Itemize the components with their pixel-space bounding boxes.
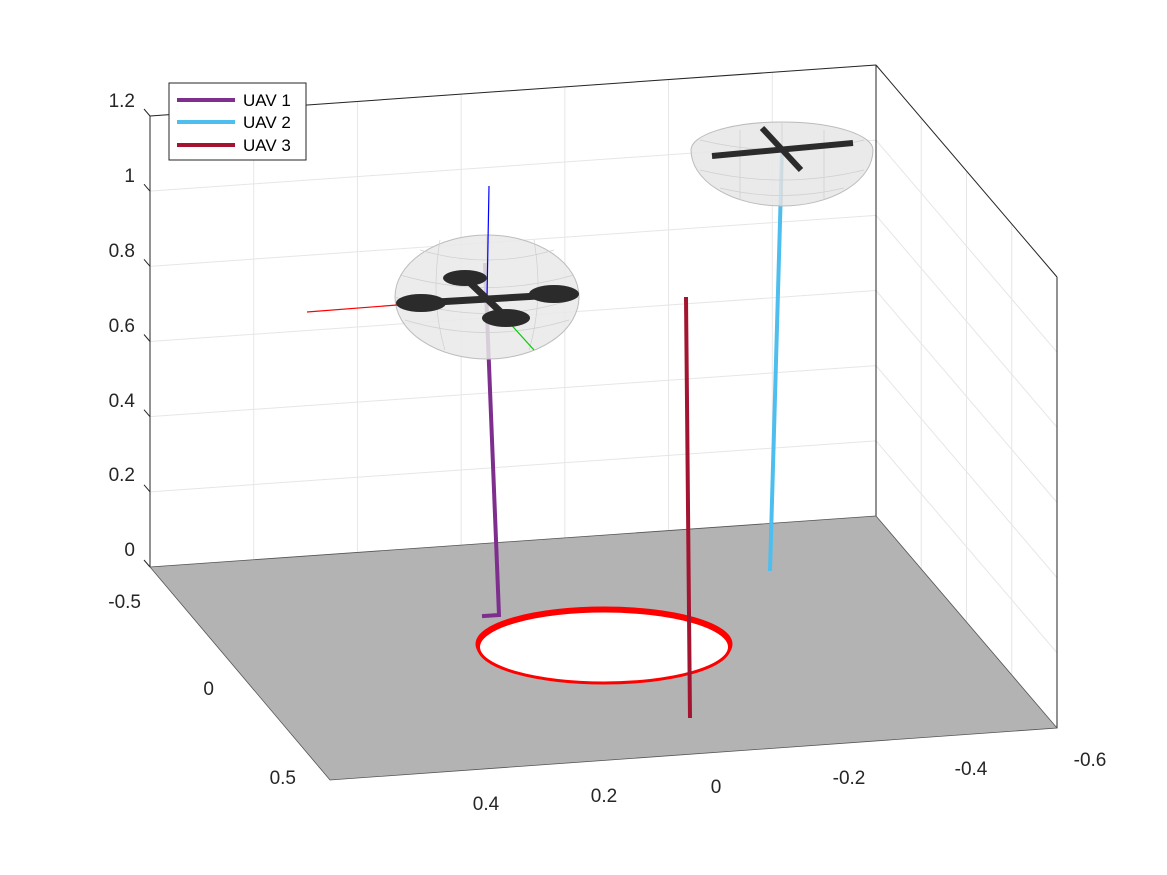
z-tick-mark [143, 259, 151, 267]
x-tick-label: -0.2 [833, 768, 866, 789]
drone-rotor [443, 270, 487, 286]
y-tick-label: -0.5 [108, 592, 141, 613]
legend-entry-uav-3: UAV 3 [243, 136, 291, 155]
z-tick-mark [143, 108, 151, 117]
drone-rotor [482, 309, 530, 327]
grid-line [149, 365, 877, 418]
x-tick-label: 0.2 [591, 786, 617, 807]
z-tick-mark [143, 183, 151, 192]
drone-uav-1 [306, 185, 580, 360]
target-ring-stroke [477, 609, 731, 685]
z-tick-label: 1.2 [109, 91, 135, 112]
target-ring [475, 606, 733, 685]
x-tick-label: -0.4 [955, 759, 988, 780]
z-tick-mark [143, 484, 151, 493]
legend: UAV 1 UAV 2 UAV 3 [168, 82, 307, 161]
z-tick-mark [143, 334, 151, 342]
z-tick-label: 0 [124, 540, 135, 561]
z-tick-mark [143, 559, 151, 568]
z-tick-label: 0.8 [109, 241, 135, 262]
y-tick-label: 0.5 [270, 768, 296, 789]
z-tick-label: 0.6 [109, 316, 135, 337]
grid-line [149, 440, 877, 493]
z-tick-label: 0.2 [109, 465, 135, 486]
x-axis-ticks: 0.4 0.2 0 -0.2 -0.4 -0.6 [473, 750, 1107, 815]
legend-entry-uav-2: UAV 2 [243, 113, 291, 132]
z-tick-label: 1 [124, 166, 135, 187]
z-tick-mark [143, 409, 151, 417]
drone-rotor [396, 294, 446, 312]
series-line-uav-1 [481, 262, 502, 619]
series-line-uav-3 [684, 296, 692, 719]
z-axis-ticks: 0 0.2 0.4 0.6 0.8 1 1.2 [109, 91, 136, 561]
x-tick-label: 0 [711, 777, 722, 798]
drone-uav-2 [690, 121, 874, 207]
drone-rotor [529, 285, 579, 303]
y-axis-ticks: -0.5 0 0.5 [108, 592, 296, 789]
legend-entry-uav-1: UAV 1 [243, 91, 291, 110]
drone-arm [759, 125, 804, 173]
body-z-axis [486, 185, 490, 299]
z-tick-label: 0.4 [109, 391, 136, 412]
drone-shield-mesh [699, 122, 865, 205]
x-tick-label: -0.6 [1074, 750, 1107, 771]
axis-edge [875, 64, 1058, 278]
y-tick-label: 0 [203, 679, 214, 700]
x-tick-label: 0.4 [473, 794, 500, 815]
series-line-uav-2 [768, 151, 784, 572]
